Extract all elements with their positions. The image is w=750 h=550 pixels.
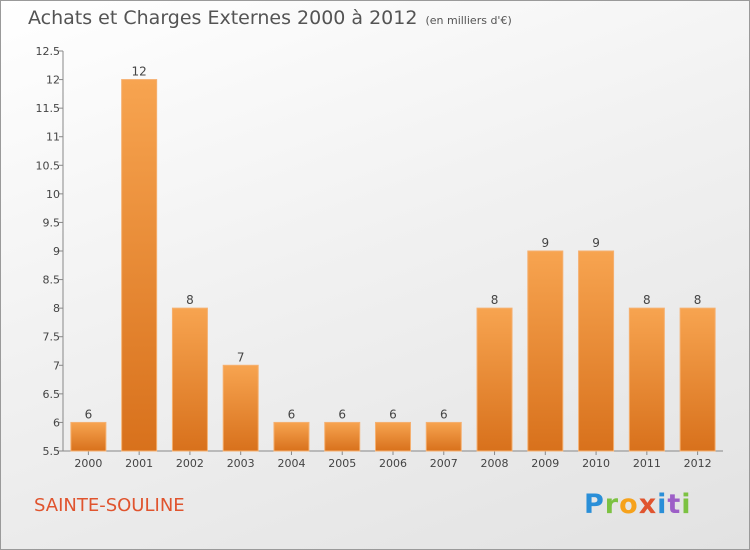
y-tick-label: 9.5: [43, 216, 61, 229]
chart-title: Achats et Charges Externes 2000 à 2012 (e…: [28, 7, 512, 29]
bar-2012[interactable]: [679, 307, 716, 452]
title-text: Achats et Charges Externes 2000 à 2012: [28, 7, 418, 29]
y-tick-label: 5.5: [43, 445, 61, 458]
data-label: 12: [132, 65, 147, 79]
bar-2007[interactable]: [425, 421, 462, 452]
x-tick-label: 2011: [633, 457, 661, 470]
y-tick-label: 12: [46, 74, 60, 87]
bar-2005[interactable]: [324, 421, 361, 452]
bar-2003[interactable]: [222, 364, 259, 452]
bar-2002[interactable]: [171, 307, 208, 452]
data-label: 6: [338, 407, 346, 421]
data-label: 9: [592, 236, 600, 250]
y-tick-label: 7: [53, 359, 60, 372]
y-tick-label: 6: [53, 416, 60, 429]
data-label: 6: [440, 407, 448, 421]
x-tick-label: 2004: [277, 457, 305, 470]
y-tick-label: 10: [46, 188, 60, 201]
y-tick-label: 8: [53, 302, 60, 315]
bar-2001[interactable]: [121, 79, 158, 452]
x-tick-label: 2005: [328, 457, 356, 470]
y-tick-label: 6.5: [43, 388, 61, 401]
y-tick-label: 10.5: [36, 159, 61, 172]
commune-name: SAINTE-SOULINE: [34, 495, 185, 516]
x-tick-label: 2000: [74, 457, 102, 470]
bar-2006[interactable]: [375, 421, 411, 452]
x-tick-label: 2006: [379, 457, 407, 470]
bar-2011[interactable]: [628, 307, 665, 452]
x-tick-label: 2010: [582, 457, 610, 470]
bar-2010[interactable]: [578, 250, 615, 452]
y-tick-label: 9: [53, 245, 60, 258]
chart-subtitle: (en milliers d'€): [425, 14, 512, 27]
y-tick-label: 8.5: [43, 274, 61, 287]
bar-2008[interactable]: [476, 307, 513, 452]
data-label: 9: [541, 236, 549, 250]
data-label: 8: [491, 293, 499, 307]
y-tick-label: 11: [46, 131, 60, 144]
x-tick-label: 2001: [125, 457, 153, 470]
data-label: 8: [643, 293, 651, 307]
data-label: 8: [694, 293, 702, 307]
data-label: 6: [288, 407, 296, 421]
data-labels: 6 12 8 7 6 6 6 6 8 9 9 8 8: [85, 65, 702, 422]
data-label: 6: [85, 407, 93, 421]
x-tick-label: 2002: [176, 457, 204, 470]
y-tick-label: 12.5: [36, 45, 61, 58]
y-tick-label: 7.5: [43, 331, 61, 344]
x-tick-label: 2003: [227, 457, 255, 470]
x-tick-label: 2009: [531, 457, 559, 470]
bar-2000[interactable]: [70, 421, 107, 452]
bars: [70, 79, 716, 452]
x-tick-label: 2008: [481, 457, 509, 470]
x-tick-label: 2012: [684, 457, 712, 470]
bar-2004[interactable]: [273, 421, 310, 452]
x-tick-label: 2007: [430, 457, 458, 470]
bar-2009[interactable]: [527, 250, 564, 452]
y-tick-label: 11.5: [36, 102, 61, 115]
proxiti-logo[interactable]: Proxiti: [584, 489, 692, 520]
data-label: 8: [186, 293, 194, 307]
data-label: 6: [389, 407, 397, 421]
data-label: 7: [237, 350, 245, 364]
